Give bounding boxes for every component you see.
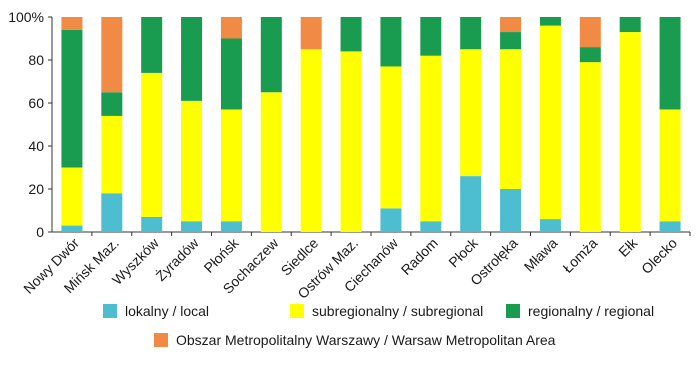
y-tick-label: 40: [28, 138, 44, 154]
bar-segment: [141, 72, 163, 217]
bar-segment: [220, 221, 242, 232]
bar-segment: [101, 115, 123, 194]
bar-segment: [220, 17, 242, 39]
bar-segment: [500, 17, 522, 33]
bar-segment: [220, 38, 242, 110]
x-tick-label: Olecko: [638, 235, 680, 277]
bar-segment: [500, 189, 522, 232]
bar-segment: [61, 167, 83, 226]
bar-segment: [220, 109, 242, 222]
y-tick-label: 0: [36, 224, 44, 240]
legend-label: subregionalny / subregional: [312, 303, 483, 319]
bar-segment: [101, 193, 123, 232]
bar-segment: [579, 62, 601, 233]
legend-label: regionalny / regional: [528, 303, 654, 319]
x-tick-label: Płock: [445, 234, 481, 270]
legend-swatch: [290, 304, 304, 318]
bar-segment: [141, 216, 163, 232]
bar-segment: [181, 221, 203, 232]
bar-segment: [340, 51, 362, 233]
legend-label: Obszar Metropolitalny Warszawy / Warsaw …: [176, 332, 556, 348]
bar-segment: [659, 221, 681, 232]
y-tick-label: 20: [28, 181, 44, 197]
legend-swatch: [103, 304, 117, 318]
bar-segment: [380, 208, 402, 232]
bar-segment: [579, 47, 601, 63]
bar-segment: [61, 17, 83, 30]
bar-segment: [380, 17, 402, 67]
bar-segment: [101, 92, 123, 116]
bar-segment: [300, 49, 322, 232]
bar-segment: [539, 219, 561, 232]
bar-segment: [579, 17, 601, 48]
bar-segment: [420, 55, 442, 222]
legend-label: lokalny / local: [125, 303, 209, 319]
bar-segment: [300, 17, 322, 50]
bar-segment: [181, 17, 203, 101]
y-tick-label: 80: [28, 52, 44, 68]
y-tick-label: 60: [28, 95, 44, 111]
bar-segment: [500, 32, 522, 50]
legend-swatch: [154, 333, 168, 347]
bar-segment: [619, 17, 641, 33]
bar-segment: [380, 66, 402, 209]
x-tick-label: Łomża: [559, 235, 600, 276]
bar-segment: [260, 92, 282, 232]
bar-segment: [460, 49, 482, 177]
bar-segment: [260, 17, 282, 93]
legend-swatch: [506, 304, 520, 318]
bar-segment: [500, 49, 522, 189]
x-tick-label: Ełk: [615, 234, 641, 260]
bar-segment: [619, 32, 641, 232]
bar-segment: [181, 100, 203, 222]
x-tick-label: Mława: [521, 235, 561, 275]
bar-segment: [539, 25, 561, 220]
bar-segment: [659, 17, 681, 110]
bar-segment: [539, 17, 561, 26]
bar-segment: [460, 176, 482, 232]
bar-segment: [101, 17, 123, 93]
bar-segment: [420, 17, 442, 56]
bar-segment: [420, 221, 442, 232]
bar-segment: [141, 17, 163, 73]
bar-segment: [61, 29, 83, 168]
bar-segment: [61, 225, 83, 232]
y-tick-label: 100%: [8, 9, 44, 25]
bar-segment: [659, 109, 681, 222]
bar-segment: [340, 17, 362, 52]
x-tick-label: Radom: [398, 235, 441, 278]
x-tick-label: Żyradów: [152, 233, 203, 284]
bar-segment: [460, 17, 482, 50]
